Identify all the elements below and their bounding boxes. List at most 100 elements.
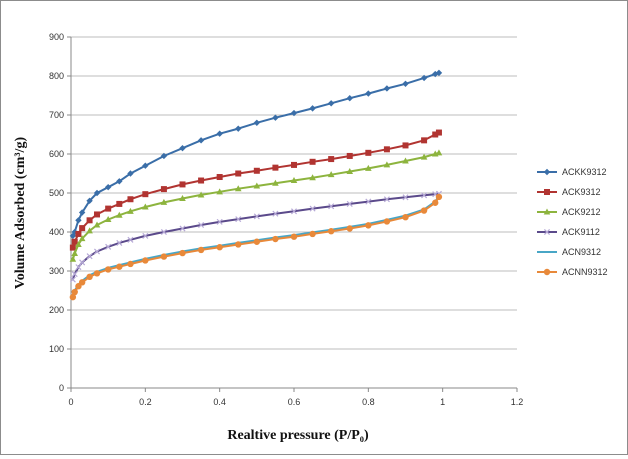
data-point bbox=[383, 85, 391, 92]
legend-label: ACKK9312 bbox=[562, 167, 607, 177]
data-point bbox=[346, 200, 353, 207]
data-point bbox=[253, 167, 260, 174]
series-group bbox=[69, 69, 443, 301]
data-point bbox=[69, 276, 76, 283]
data-point bbox=[328, 203, 335, 210]
data-point bbox=[179, 194, 186, 201]
data-point bbox=[216, 174, 223, 181]
data-point bbox=[216, 218, 223, 225]
data-point bbox=[383, 146, 390, 153]
data-point bbox=[93, 248, 101, 255]
legend-label: ACK9112 bbox=[562, 227, 600, 237]
data-point bbox=[346, 225, 353, 232]
data-point bbox=[71, 238, 78, 245]
data-point bbox=[127, 236, 134, 243]
data-point bbox=[432, 199, 439, 206]
data-point bbox=[365, 90, 372, 97]
data-point bbox=[365, 149, 372, 156]
data-point bbox=[216, 244, 223, 251]
gridlines bbox=[71, 36, 517, 350]
data-point bbox=[291, 161, 297, 168]
data-point bbox=[116, 178, 123, 185]
data-point bbox=[346, 152, 353, 159]
data-point bbox=[142, 191, 149, 198]
data-point bbox=[432, 131, 439, 138]
series-ack9312 bbox=[69, 129, 442, 251]
legend-marker bbox=[543, 208, 551, 215]
data-point bbox=[272, 114, 279, 121]
data-point bbox=[253, 119, 261, 126]
y-tick-label: 200 bbox=[49, 305, 64, 315]
data-point bbox=[142, 232, 149, 239]
legend-label: ACN9312 bbox=[562, 247, 601, 257]
data-point bbox=[75, 230, 82, 237]
data-point bbox=[234, 185, 242, 192]
data-point bbox=[216, 188, 223, 195]
series-acn9312 bbox=[71, 195, 440, 296]
data-point bbox=[142, 162, 149, 169]
data-point bbox=[71, 288, 78, 296]
data-point bbox=[327, 100, 335, 107]
data-point bbox=[86, 273, 93, 281]
data-point bbox=[383, 196, 390, 203]
data-point bbox=[104, 216, 112, 223]
data-point bbox=[197, 191, 205, 198]
data-point bbox=[104, 183, 112, 191]
data-point bbox=[272, 179, 279, 186]
data-point bbox=[127, 196, 134, 203]
data-point bbox=[253, 182, 261, 189]
data-point bbox=[160, 152, 168, 160]
data-point bbox=[435, 149, 443, 156]
data-point bbox=[116, 263, 123, 270]
data-point bbox=[94, 211, 101, 218]
data-point bbox=[160, 228, 167, 236]
x-tick-labels: 0 0.2 0.4 0.6 0.8 1 1.2 bbox=[68, 397, 523, 407]
data-point bbox=[69, 255, 77, 262]
data-point bbox=[179, 181, 186, 188]
x-tick-label: 0.6 bbox=[288, 397, 301, 407]
data-point bbox=[105, 205, 112, 212]
data-point bbox=[142, 257, 149, 264]
data-point bbox=[435, 129, 442, 136]
y-tick-label: 500 bbox=[49, 188, 64, 198]
data-point bbox=[75, 217, 82, 224]
data-point bbox=[327, 171, 335, 178]
legend-label: ACNN9312 bbox=[562, 267, 608, 277]
data-point bbox=[290, 208, 298, 215]
data-point bbox=[75, 264, 82, 271]
data-point bbox=[216, 130, 223, 137]
data-point bbox=[93, 270, 101, 277]
y-tick-label: 300 bbox=[49, 266, 64, 276]
data-point bbox=[86, 197, 93, 204]
data-point bbox=[290, 109, 298, 117]
data-point bbox=[235, 170, 242, 177]
data-point bbox=[116, 211, 123, 218]
data-point bbox=[235, 216, 242, 223]
data-point bbox=[421, 192, 428, 199]
legend-entry: ACK9212 bbox=[537, 207, 601, 217]
y-tick-labels: 0 100 200 300 400 500 600 700 800 900 bbox=[49, 32, 64, 393]
y-tick-label: 800 bbox=[49, 71, 64, 81]
data-point bbox=[179, 144, 186, 152]
data-point bbox=[71, 271, 78, 278]
legend-marker bbox=[544, 189, 550, 195]
data-point bbox=[104, 266, 112, 273]
series-line bbox=[71, 192, 440, 280]
data-point bbox=[142, 203, 149, 210]
data-point bbox=[272, 235, 279, 243]
legend-entry: ACK9112 bbox=[537, 227, 600, 237]
data-point bbox=[402, 80, 409, 87]
x-tick-label: 0.8 bbox=[362, 397, 375, 407]
data-point bbox=[198, 221, 205, 229]
data-point bbox=[290, 177, 298, 184]
data-point bbox=[420, 153, 428, 160]
series-line bbox=[71, 195, 440, 296]
data-point bbox=[93, 221, 101, 228]
y-axis-title: Volume Adsorbed (cm³/g) bbox=[13, 137, 28, 290]
data-point bbox=[79, 259, 86, 266]
series-ackk9312 bbox=[69, 69, 443, 240]
data-point bbox=[309, 205, 316, 212]
data-point bbox=[71, 228, 78, 236]
y-tick-label: 400 bbox=[49, 227, 64, 237]
